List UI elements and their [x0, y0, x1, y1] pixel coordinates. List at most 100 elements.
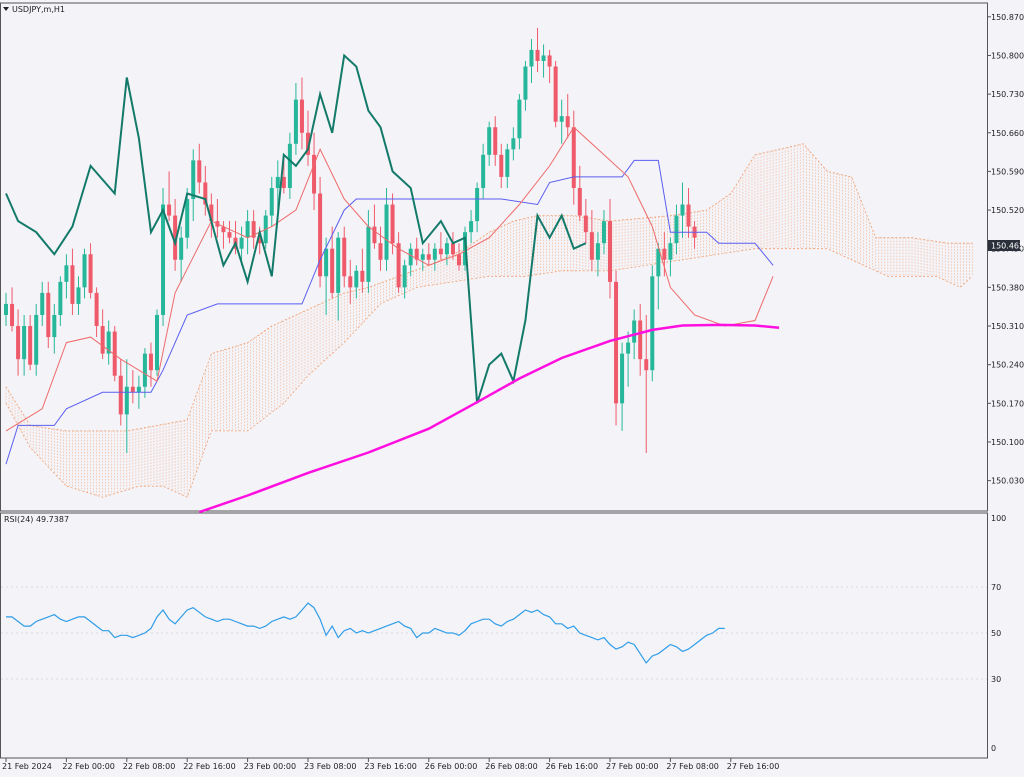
candle-body	[197, 160, 202, 183]
candle-body	[281, 176, 286, 188]
candle-body	[203, 182, 208, 205]
ichimoku-cloud	[5, 143, 973, 498]
price-panel-border	[0, 2, 988, 512]
candle-body	[70, 265, 75, 304]
candle-body	[136, 386, 141, 393]
candle-body	[52, 314, 57, 338]
time-tick-label: 27 Feb 08:00	[666, 762, 718, 771]
candle-body	[499, 154, 504, 177]
candle-body	[529, 49, 534, 67]
candle-body	[414, 248, 419, 260]
candle-body	[191, 160, 196, 200]
time-tick-label: 23 Feb 00:00	[244, 762, 296, 771]
candle-body	[251, 221, 256, 238]
candle-body	[34, 314, 39, 365]
candle-body	[130, 386, 135, 393]
rsi-panel-border	[0, 512, 988, 759]
candle-body	[348, 276, 353, 288]
candle-body	[565, 116, 570, 128]
candle-body	[366, 226, 371, 282]
candle-body	[16, 326, 21, 360]
symbol-dropdown-icon[interactable]	[3, 7, 9, 11]
candle-body	[46, 292, 51, 338]
rsi-label: RSI(24) 49.7387	[4, 515, 69, 524]
candle-body	[620, 353, 625, 404]
candle-body	[299, 99, 304, 133]
candle-body	[396, 243, 401, 288]
candle-body	[674, 215, 679, 244]
candle-body	[390, 204, 395, 244]
candle-body	[269, 187, 274, 216]
candle-body	[257, 237, 262, 244]
candle-body	[444, 243, 449, 255]
time-tick-label: 22 Feb 00:00	[62, 762, 114, 771]
time-tick-label: 22 Feb 16:00	[183, 762, 235, 771]
candle-body	[469, 221, 474, 233]
candlestick-series	[4, 27, 697, 454]
candle-body	[336, 237, 341, 293]
chikou-line	[5, 53, 587, 404]
candle-body	[239, 237, 244, 249]
price-tick-label: 150.310	[991, 322, 1024, 331]
candle-body	[185, 199, 190, 238]
candle-body	[553, 66, 558, 122]
candle-body	[82, 254, 87, 288]
candle-body	[378, 243, 383, 260]
rsi-line	[6, 602, 725, 664]
candle-body	[287, 143, 292, 188]
price-tick-label: 150.520	[991, 206, 1024, 215]
price-tick-label: 150.030	[991, 477, 1024, 486]
candle-body	[571, 127, 576, 188]
candle-body	[4, 303, 8, 315]
candle-body	[656, 248, 661, 277]
price-tick-label: 150.660	[991, 129, 1024, 138]
candle-body	[342, 237, 347, 277]
candle-body	[324, 248, 329, 277]
rsi-tick-label: 100	[991, 514, 1006, 523]
candle-body	[680, 204, 685, 216]
candle-body	[161, 204, 166, 315]
time-tick-label: 21 Feb 2024	[2, 762, 52, 771]
candle-body	[589, 232, 594, 260]
indicator-lines	[5, 53, 780, 514]
time-tick-label: 26 Feb 00:00	[425, 762, 477, 771]
price-tick-label: 150.730	[991, 90, 1024, 99]
candle-body	[402, 265, 407, 288]
candle-body	[94, 292, 99, 327]
candle-body	[155, 314, 159, 371]
time-tick-label: 26 Feb 16:00	[546, 762, 598, 771]
candle-body	[10, 303, 15, 327]
candle-body	[595, 243, 600, 260]
candle-body	[40, 292, 45, 315]
candle-body	[481, 154, 486, 188]
candle-body	[106, 331, 111, 354]
price-tick-label: 150.590	[991, 167, 1024, 176]
candle-body	[614, 281, 619, 404]
symbol-header[interactable]: USDJPY,m,H1	[3, 5, 65, 14]
candle-body	[577, 187, 582, 216]
rsi-tick-label: 0	[991, 744, 996, 753]
candle-body	[148, 353, 153, 371]
candle-body	[626, 342, 631, 354]
price-tick-label: 150.100	[991, 438, 1024, 447]
candle-body	[293, 99, 298, 144]
candle-body	[88, 254, 93, 293]
price-tick-label: 150.380	[991, 283, 1024, 292]
candle-body	[408, 248, 413, 266]
tenkan-line	[5, 126, 774, 432]
candle-body	[64, 265, 69, 282]
candle-body	[583, 215, 588, 233]
candle-body	[28, 326, 33, 365]
candle-body	[384, 204, 389, 260]
price-tick-label: 150.870	[991, 13, 1024, 22]
candle-body	[601, 221, 606, 244]
candle-body	[76, 287, 81, 304]
rsi-tick-label: 50	[991, 629, 1001, 638]
cloud-span-a	[5, 143, 973, 432]
candle-body	[275, 176, 280, 188]
candle-body	[142, 353, 147, 387]
candle-body	[523, 66, 528, 100]
